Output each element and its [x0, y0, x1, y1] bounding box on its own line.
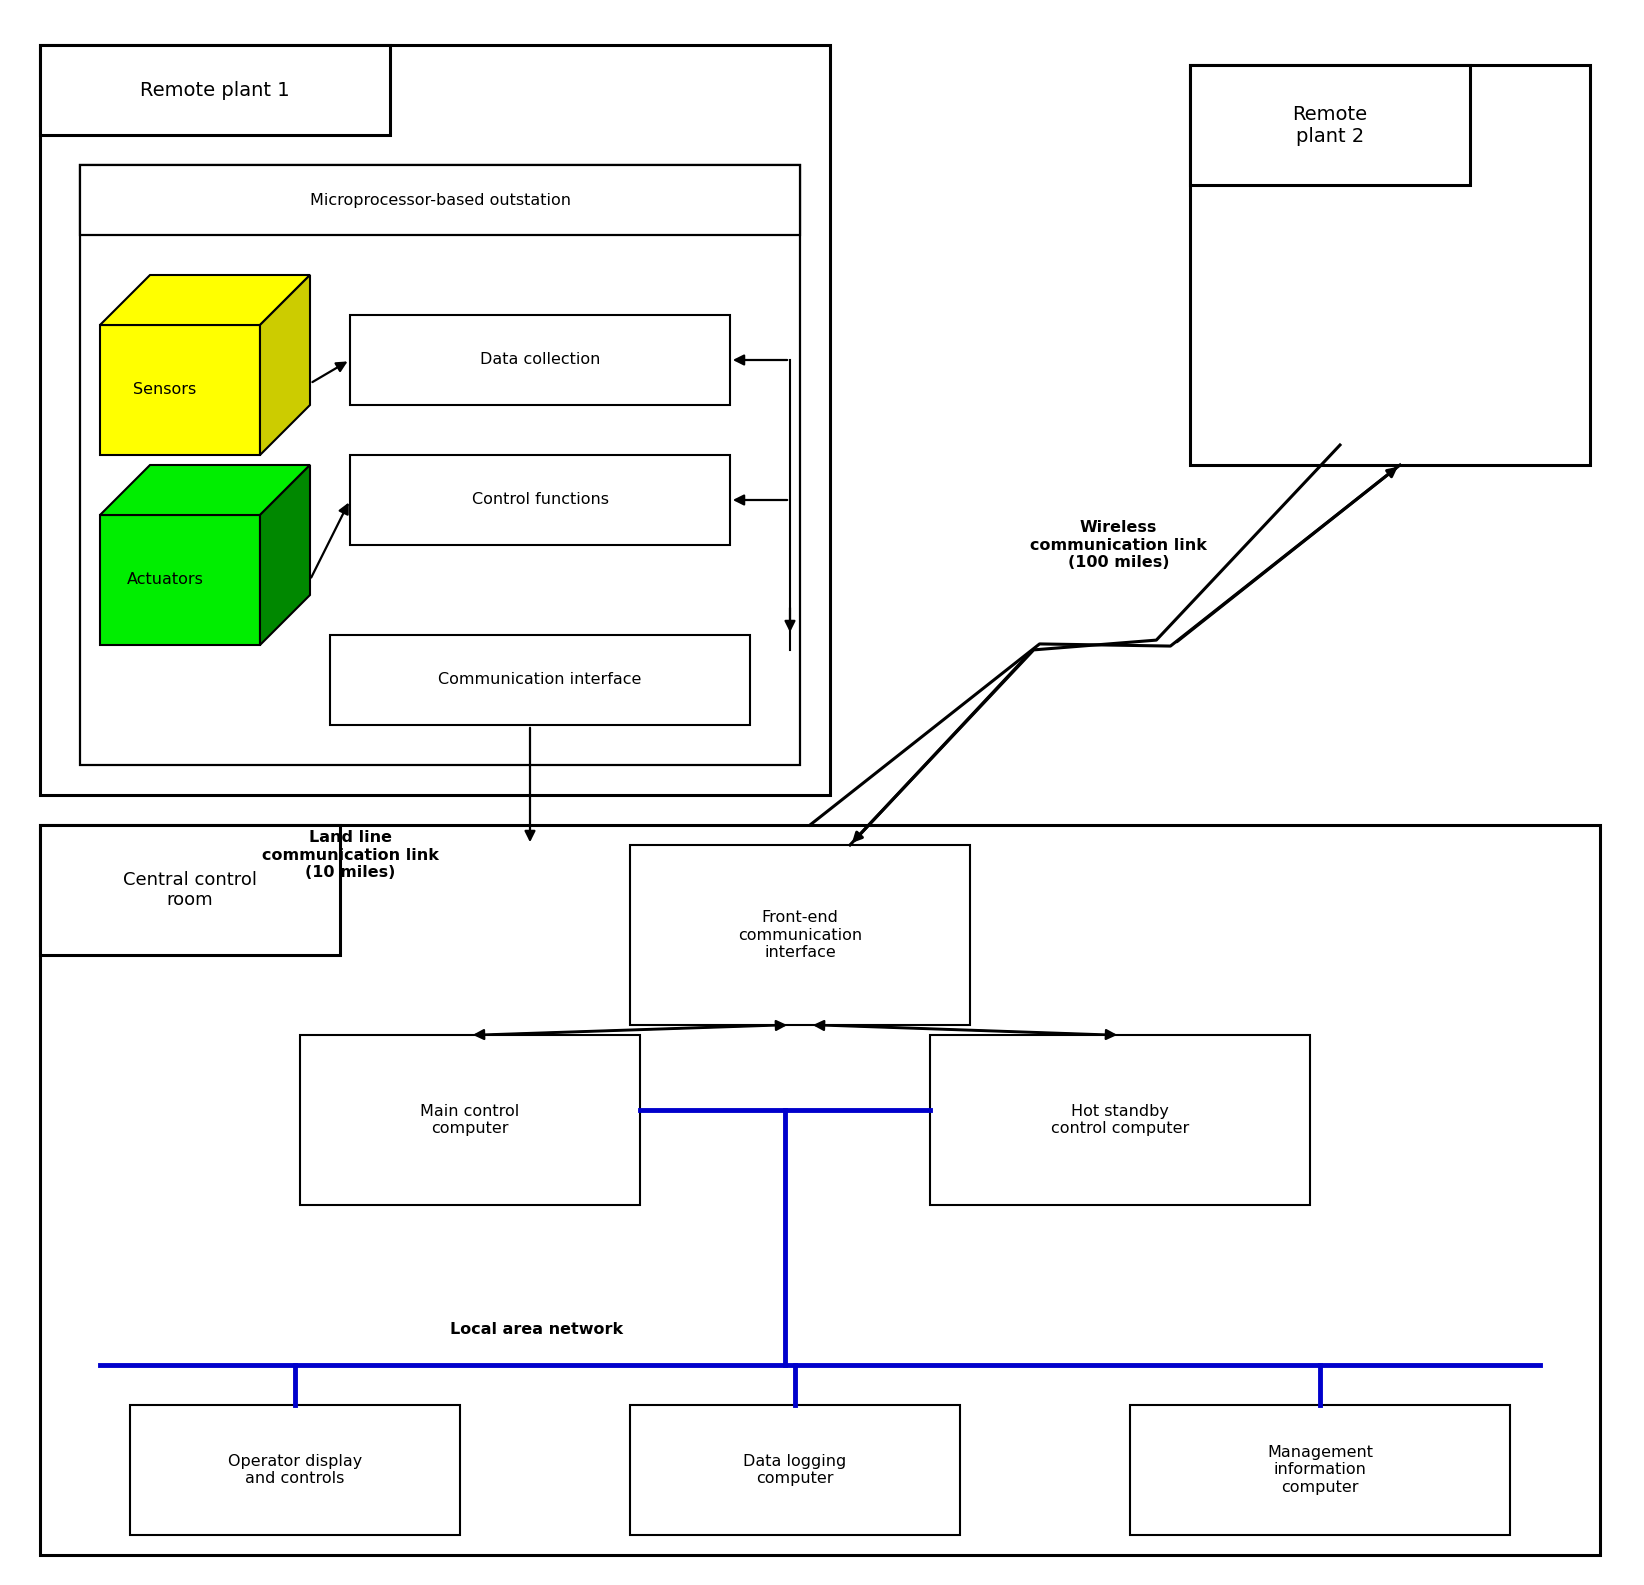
- Bar: [81, 165, 801, 235]
- Polygon shape: [100, 464, 311, 515]
- Text: Central control
room: Central control room: [123, 870, 256, 910]
- Text: Management
information
computer: Management information computer: [1268, 1446, 1373, 1495]
- Text: Control functions: Control functions: [472, 493, 608, 507]
- Bar: [350, 455, 730, 545]
- Text: Data collection: Data collection: [480, 352, 600, 368]
- Bar: [39, 44, 390, 135]
- Bar: [299, 1035, 640, 1205]
- Bar: [130, 1404, 460, 1534]
- Text: Hot standby
control computer: Hot standby control computer: [1051, 1103, 1189, 1136]
- Text: Communication interface: Communication interface: [439, 672, 641, 688]
- Text: Wireless
communication link
(100 miles): Wireless communication link (100 miles): [1031, 520, 1207, 571]
- Bar: [39, 826, 1600, 1555]
- Polygon shape: [260, 464, 311, 645]
- Text: Front-end
communication
interface: Front-end communication interface: [738, 910, 861, 961]
- Bar: [100, 325, 260, 455]
- Text: Main control
computer: Main control computer: [421, 1103, 520, 1136]
- Text: Actuators: Actuators: [127, 572, 204, 588]
- Text: Land line
communication link
(10 miles): Land line communication link (10 miles): [261, 831, 439, 880]
- Polygon shape: [260, 276, 311, 455]
- Text: Operator display
and controls: Operator display and controls: [229, 1453, 362, 1487]
- Bar: [1129, 1404, 1509, 1534]
- Bar: [931, 1035, 1310, 1205]
- Bar: [350, 315, 730, 406]
- Text: Remote
plant 2: Remote plant 2: [1292, 105, 1368, 146]
- Bar: [1190, 65, 1470, 185]
- Bar: [1190, 65, 1590, 464]
- Polygon shape: [100, 276, 311, 325]
- Text: Sensors: Sensors: [133, 382, 197, 398]
- Bar: [39, 826, 340, 956]
- Text: Local area network: Local area network: [450, 1322, 623, 1338]
- Bar: [39, 44, 830, 796]
- Text: Data logging
computer: Data logging computer: [743, 1453, 847, 1487]
- Bar: [81, 165, 801, 766]
- Bar: [630, 1404, 960, 1534]
- Text: Remote plant 1: Remote plant 1: [140, 81, 289, 100]
- Bar: [100, 515, 260, 645]
- Text: Microprocessor-based outstation: Microprocessor-based outstation: [309, 192, 570, 208]
- Bar: [330, 636, 750, 724]
- Bar: [630, 845, 970, 1025]
